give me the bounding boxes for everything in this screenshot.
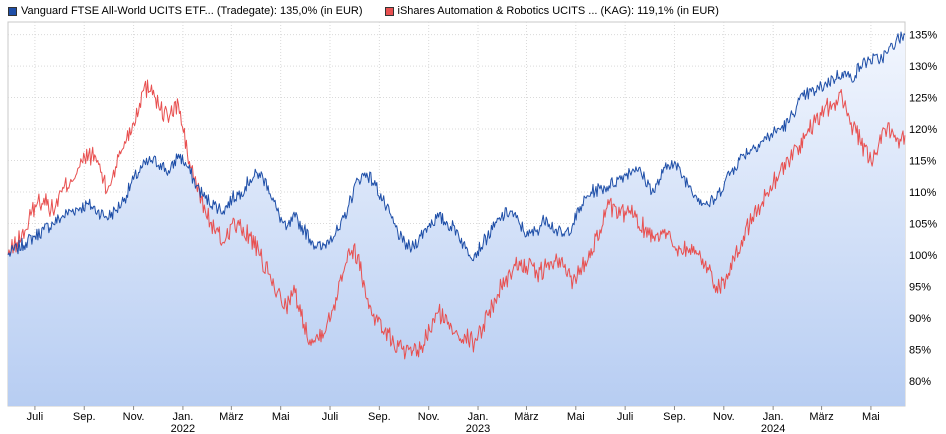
- series-lines: [7, 31, 906, 360]
- x-tick-label: Jan.: [173, 411, 194, 423]
- series-area-fill: [8, 32, 905, 406]
- y-tick-label: 110%: [909, 187, 937, 199]
- legend-item-vanguard[interactable]: Vanguard FTSE All-World UCITS ETF... (Tr…: [8, 5, 363, 17]
- legend-label-vanguard: Vanguard FTSE All-World UCITS ETF... (Tr…: [21, 5, 363, 17]
- series-line-vanguard: [7, 31, 906, 262]
- series-line-ishares: [7, 79, 906, 360]
- y-tick-label: 90%: [909, 313, 931, 325]
- x-tick-label: Jan.: [468, 411, 489, 423]
- x-year-label: 2024: [761, 423, 785, 434]
- x-tick-label: Jan.: [763, 411, 784, 423]
- legend-swatch-ishares: [384, 6, 394, 16]
- y-tick-label: 125%: [909, 93, 937, 105]
- y-tick-label: 105%: [909, 218, 937, 230]
- x-axis: Juli Sep. Nov. Jan. März Mai Juli Sep. Nov. Jan. M…: [27, 406, 880, 434]
- x-tick-label: Sep.: [368, 411, 391, 423]
- x-tick-label: Nov.: [418, 411, 440, 423]
- x-tick-label: Juli: [322, 411, 339, 423]
- series-area-vanguard: [8, 32, 905, 406]
- x-tick-label: Juli: [27, 411, 44, 423]
- x-tick-label: Juli: [617, 411, 634, 423]
- x-tick-label: Nov.: [713, 411, 735, 423]
- y-tick-label: 85%: [909, 344, 931, 356]
- y-tick-label: 135%: [909, 30, 937, 42]
- y-tick-label: 115%: [909, 155, 937, 167]
- x-tick-label: Mai: [862, 411, 880, 423]
- x-year-label: 2023: [466, 423, 490, 434]
- legend-label-ishares: iShares Automation & Robotics UCITS ... …: [397, 5, 719, 17]
- legend-item-ishares[interactable]: iShares Automation & Robotics UCITS ... …: [384, 5, 719, 17]
- legend-swatch-vanguard: [8, 6, 17, 16]
- y-tick-label: 95%: [909, 281, 931, 293]
- x-year-label: 2022: [171, 423, 195, 434]
- y-tick-label: 130%: [909, 61, 937, 73]
- y-tick-label: 80%: [909, 376, 931, 388]
- legend: Vanguard FTSE All-World UCITS ETF... (Tr…: [8, 2, 741, 20]
- x-tick-label: März: [219, 411, 243, 423]
- y-tick-label: 100%: [909, 250, 937, 262]
- y-tick-label: 120%: [909, 124, 937, 136]
- y-axis: 80% 85% 90% 95% 100% 105% 110% 115% 120% 125% 130%…: [909, 30, 937, 388]
- x-tick-label: März: [514, 411, 538, 423]
- x-tick-label: Mai: [272, 411, 290, 423]
- x-tick-label: März: [809, 411, 833, 423]
- x-tick-label: Nov.: [123, 411, 145, 423]
- x-tick-label: Sep.: [663, 411, 686, 423]
- x-tick-label: Sep.: [73, 411, 96, 423]
- x-tick-label: Mai: [567, 411, 585, 423]
